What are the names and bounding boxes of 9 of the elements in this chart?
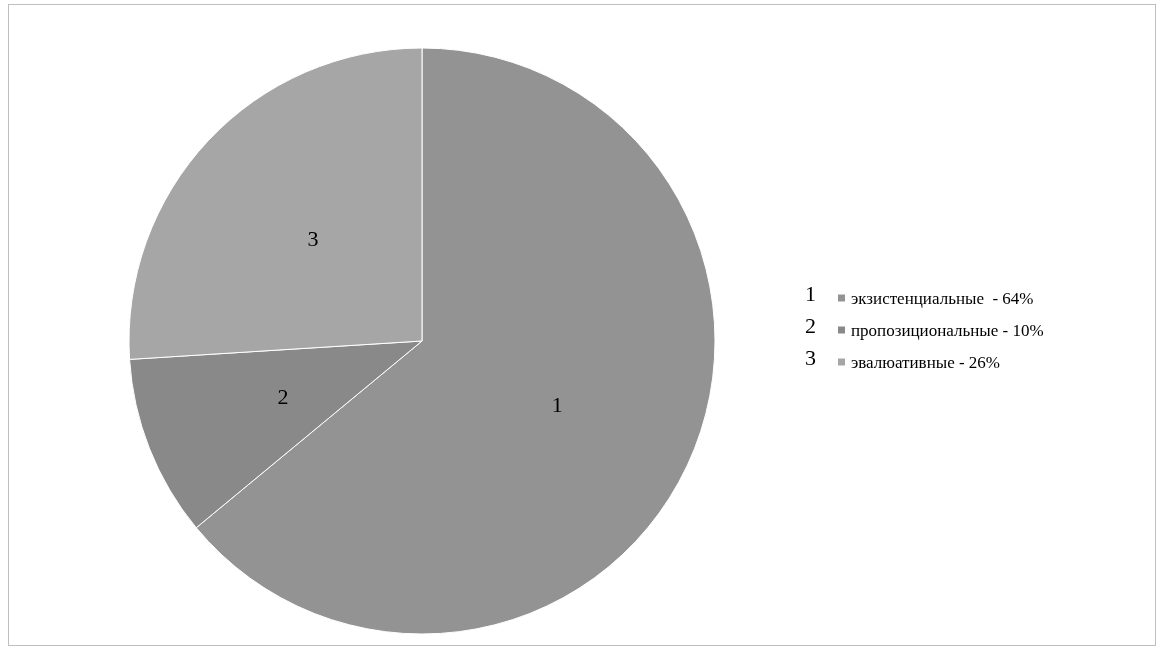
text: 2 bbox=[805, 312, 816, 338]
legend-label: эвалюативные - 26% bbox=[851, 352, 1001, 372]
text: 2 bbox=[277, 383, 289, 409]
text: 3 bbox=[805, 344, 816, 370]
text: 1 bbox=[551, 392, 563, 418]
text: 1 bbox=[805, 280, 816, 306]
text: 3 bbox=[307, 226, 319, 252]
legend-label: экзистенциальные - 64% bbox=[851, 288, 1034, 308]
legend-label: пропозициональные - 10% bbox=[851, 320, 1044, 340]
